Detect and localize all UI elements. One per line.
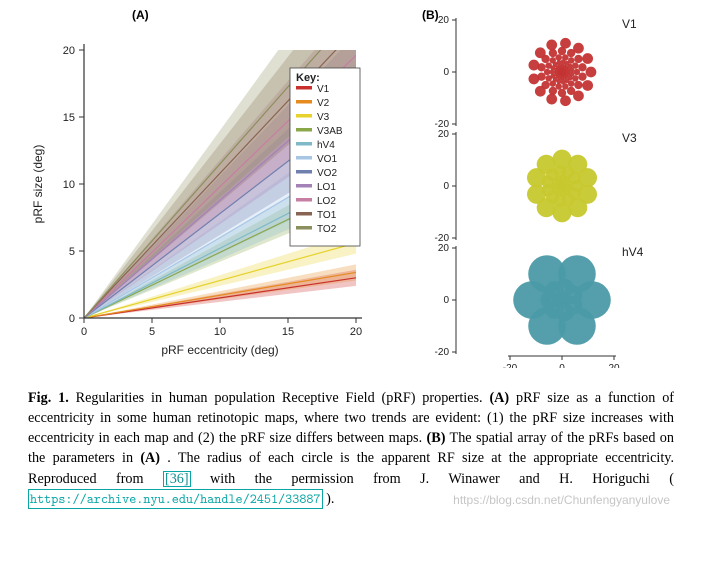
- subplot-label: V3: [622, 131, 637, 145]
- panel-b: (B) V1-20020V3-20020hV4-20020-20020(deg): [402, 8, 682, 368]
- legend-swatch: [296, 142, 312, 146]
- legend-label: TO1: [317, 210, 337, 221]
- legend-swatch: [296, 198, 312, 202]
- prf-circle: [528, 74, 539, 85]
- panel-b-label: (B): [422, 8, 439, 22]
- prf-circle: [582, 53, 593, 64]
- y-tick-label: 20: [438, 243, 450, 254]
- prf-circle: [573, 43, 584, 54]
- prf-circle: [574, 81, 582, 89]
- legend-label: LO1: [317, 182, 336, 193]
- panel-a-chart: 0 5 10 15 20 0 5 10 15 20 pRF eccentricity (deg) pR…: [12, 8, 402, 368]
- legend-label: LO2: [317, 196, 336, 207]
- legend-swatch: [296, 114, 312, 118]
- x-tick-label: 20: [608, 363, 620, 368]
- prf-circle: [560, 95, 571, 106]
- legend-swatch: [296, 100, 312, 104]
- prf-circle: [568, 80, 575, 87]
- caption-after-cite: with the permission from J. Winawer and …: [210, 471, 674, 487]
- x-tick-label: 10: [214, 326, 226, 338]
- prf-circle: [578, 72, 586, 80]
- panel-a: (A) 0 5 10 15 20 0 5 10 15 20 pRF eccentricity (de…: [12, 8, 402, 368]
- prf-circle: [546, 40, 557, 51]
- figure-1-container: (A) 0 5 10 15 20 0 5 10 15 20 pRF eccentricity (de…: [0, 0, 702, 529]
- y-tick-label: 15: [63, 112, 75, 124]
- prf-circle: [573, 90, 584, 101]
- figure-panels-row: (A) 0 5 10 15 20 0 5 10 15 20 pRF eccentricity (de…: [0, 0, 702, 378]
- y-tick-label: 20: [63, 45, 75, 57]
- prf-circle: [545, 75, 552, 82]
- prf-circle: [572, 75, 579, 82]
- legend-label: VO2: [317, 168, 337, 179]
- legend-swatch: [296, 128, 312, 132]
- figure-caption: Fig. 1. Regularities in human population…: [0, 378, 702, 529]
- x-axis-label: pRF eccentricity (deg): [161, 343, 278, 357]
- caption-fig-label: Fig. 1.: [28, 390, 69, 406]
- y-tick-label: 20: [438, 129, 450, 140]
- legend-swatch: [296, 212, 312, 216]
- legend-label: V3AB: [317, 126, 343, 137]
- y-tick-label: -20: [435, 347, 450, 358]
- prf-circle: [560, 38, 571, 49]
- legend-swatch: [296, 226, 312, 230]
- prf-circle: [527, 185, 546, 204]
- prf-circle: [558, 255, 595, 292]
- subplot-label: V1: [622, 17, 637, 31]
- y-axis-label: pRF size (deg): [31, 145, 45, 224]
- x-tick-label: 0: [81, 326, 87, 338]
- legend-swatch: [296, 156, 312, 160]
- caption-close: ).: [326, 491, 334, 507]
- prf-circle: [550, 80, 557, 87]
- legend-label: hV4: [317, 140, 335, 151]
- x-tick-label: -20: [503, 363, 518, 368]
- x-tick-label: 20: [350, 326, 362, 338]
- caption-text1: Regularities in human population Recepti…: [76, 390, 490, 406]
- subplot-label: hV4: [622, 245, 644, 259]
- legend-label: V1: [317, 84, 330, 95]
- legend-swatch: [296, 184, 312, 188]
- legend-label: V3: [317, 112, 330, 123]
- prf-circle: [582, 80, 593, 91]
- legend-swatch: [296, 86, 312, 90]
- prf-circle: [550, 57, 557, 64]
- y-tick-label: 0: [443, 67, 449, 78]
- legend-label: VO1: [317, 154, 337, 165]
- panel-a-label: (A): [132, 8, 149, 22]
- prf-circle: [568, 57, 575, 64]
- y-tick-label: 10: [63, 179, 75, 191]
- caption-url[interactable]: https://archive.nyu.edu/handle/2451/3388…: [28, 489, 323, 509]
- panel-b-chart: V1-20020V3-20020hV4-20020-20020(deg): [402, 8, 682, 368]
- legend-label: V2: [317, 98, 330, 109]
- prf-circle: [586, 67, 597, 78]
- x-tick-label: 5: [149, 326, 155, 338]
- prf-circle: [535, 47, 546, 58]
- caption-part-a: (A): [489, 390, 509, 406]
- y-tick-label: 0: [443, 181, 449, 192]
- y-tick-label: 20: [438, 15, 450, 26]
- prf-circle: [578, 168, 597, 187]
- y-tick-label: 0: [69, 313, 75, 325]
- prf-circle: [578, 63, 586, 71]
- x-tick-label: 15: [282, 326, 294, 338]
- legend-title: Key:: [296, 72, 320, 84]
- caption-citation[interactable]: [36]: [163, 471, 191, 487]
- prf-circle: [528, 60, 539, 71]
- y-tick-label: 0: [443, 295, 449, 306]
- prf-circle: [572, 62, 579, 69]
- x-tick-label: 0: [559, 363, 565, 368]
- prf-circle: [574, 55, 582, 63]
- prf-circle: [535, 86, 546, 97]
- caption-part-a2: (A): [140, 450, 160, 466]
- y-tick-label: 5: [69, 246, 75, 258]
- caption-part-b: (B): [427, 430, 446, 446]
- prf-circle: [545, 62, 552, 69]
- legend-swatch: [296, 170, 312, 174]
- legend-label: TO2: [317, 224, 337, 235]
- prf-circle: [546, 94, 557, 105]
